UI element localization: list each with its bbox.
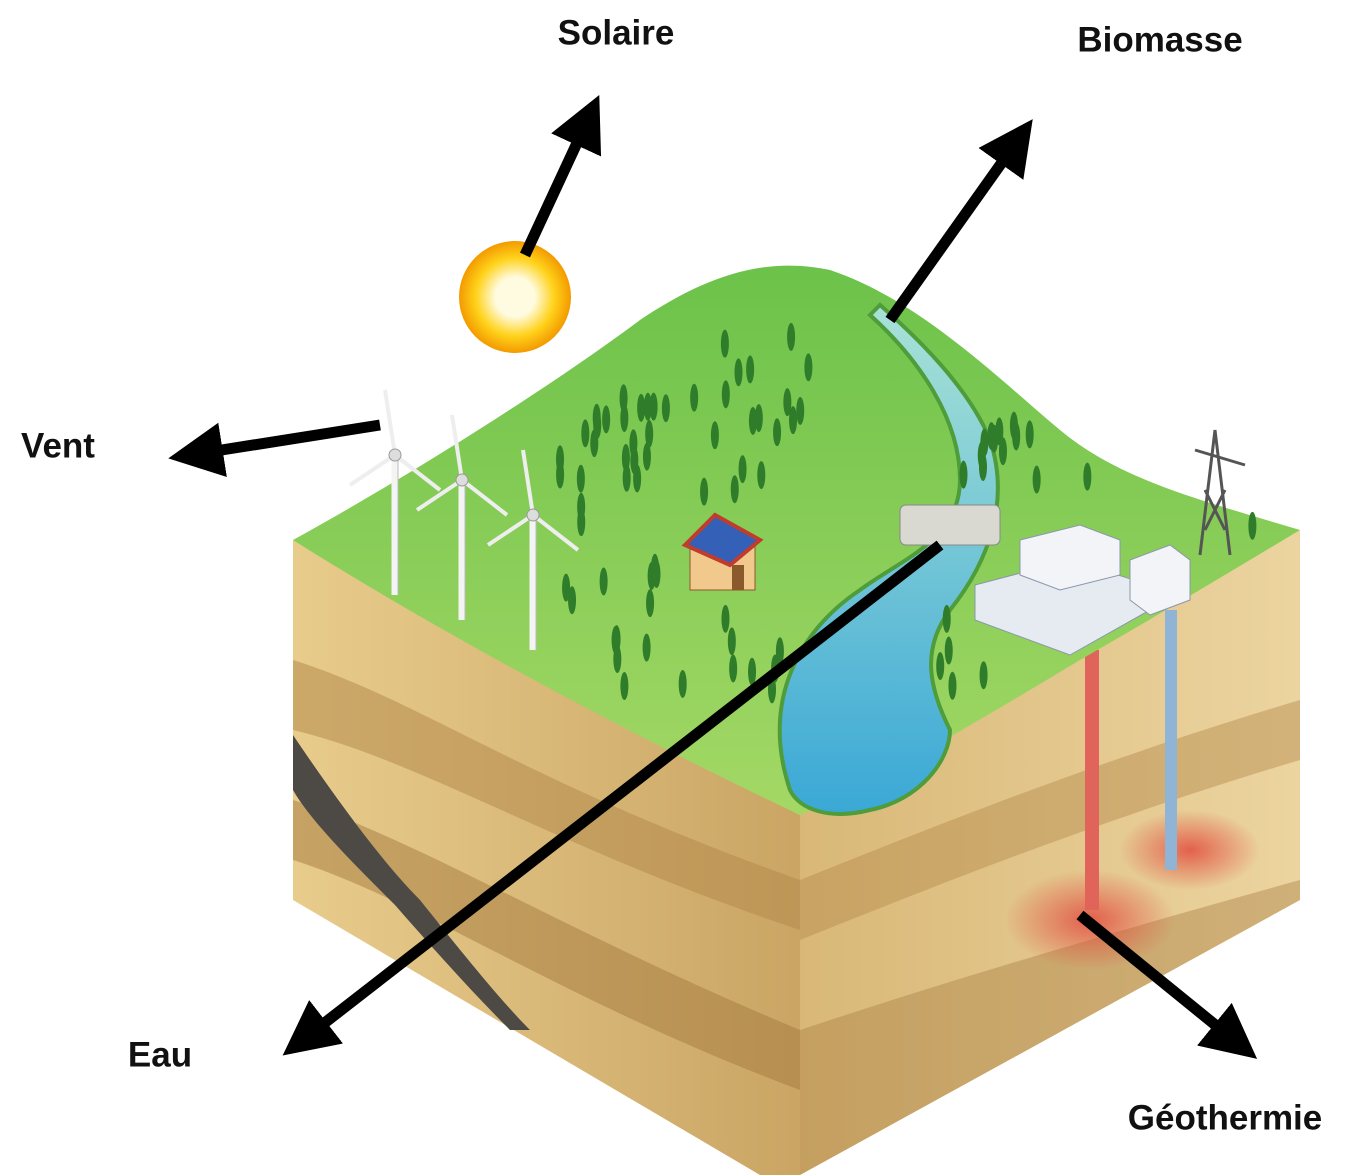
tree: [1248, 512, 1256, 540]
label: Géothermie: [1128, 1098, 1323, 1137]
arrow: [890, 137, 1020, 320]
tree: [746, 355, 754, 383]
tree: [735, 358, 743, 386]
arrow: [525, 115, 590, 255]
tree: [979, 453, 987, 481]
cold-pipe: [1165, 610, 1177, 870]
tree: [602, 405, 610, 433]
tree: [783, 388, 791, 416]
tree: [690, 384, 698, 412]
tree: [600, 567, 608, 595]
label: Eau: [128, 1035, 192, 1074]
tree: [936, 652, 944, 680]
turbine-hub: [456, 474, 468, 486]
label: Solaire: [558, 13, 675, 52]
tree: [729, 654, 737, 682]
tree: [787, 323, 795, 351]
tree: [620, 672, 628, 700]
tree: [804, 353, 812, 381]
tree: [945, 637, 953, 665]
tree: [728, 627, 736, 655]
turbine-hub: [527, 509, 539, 521]
tree: [620, 404, 628, 432]
tree: [643, 634, 651, 662]
tree: [679, 670, 687, 698]
tree: [748, 658, 756, 686]
hot-pipe: [1085, 650, 1099, 910]
tree: [612, 626, 620, 654]
tree: [662, 394, 670, 422]
tree: [980, 661, 988, 689]
tree: [796, 397, 804, 425]
tree: [650, 393, 658, 421]
tree: [943, 605, 951, 633]
tree: [568, 586, 576, 614]
tree: [1012, 422, 1020, 450]
tree: [646, 589, 654, 617]
tree: [1083, 463, 1091, 491]
tree: [722, 380, 730, 408]
heat-zone: [1120, 810, 1260, 890]
tree: [581, 419, 589, 447]
turbine-blade: [350, 455, 395, 485]
tree: [757, 461, 765, 489]
tree: [999, 437, 1007, 465]
tree: [623, 464, 631, 492]
tree: [1033, 466, 1041, 494]
tree: [593, 404, 601, 432]
tree: [577, 493, 585, 521]
tree: [755, 404, 763, 432]
tree: [731, 475, 739, 503]
diagram: Solaire Biomasse Vent Eau Géothermie: [0, 0, 1348, 1175]
dam: [900, 505, 1000, 545]
sun: [459, 241, 571, 353]
turbine-blade: [385, 390, 395, 455]
tree: [577, 465, 585, 493]
tree: [711, 421, 719, 449]
tree: [637, 394, 645, 422]
tree: [645, 420, 653, 448]
tree: [700, 478, 708, 506]
tree: [721, 605, 729, 633]
turbine-hub: [389, 449, 401, 461]
terrain-block: [293, 266, 1300, 1175]
tree: [1026, 420, 1034, 448]
tree: [721, 330, 729, 358]
tree: [556, 445, 564, 473]
tree: [739, 455, 747, 483]
tree: [987, 422, 995, 450]
tree: [651, 554, 659, 582]
tree: [773, 418, 781, 446]
tree: [959, 461, 967, 489]
tree: [630, 446, 638, 474]
arrow: [190, 425, 380, 455]
label: Biomasse: [1077, 20, 1242, 59]
tree: [948, 672, 956, 700]
label: Vent: [21, 426, 95, 465]
